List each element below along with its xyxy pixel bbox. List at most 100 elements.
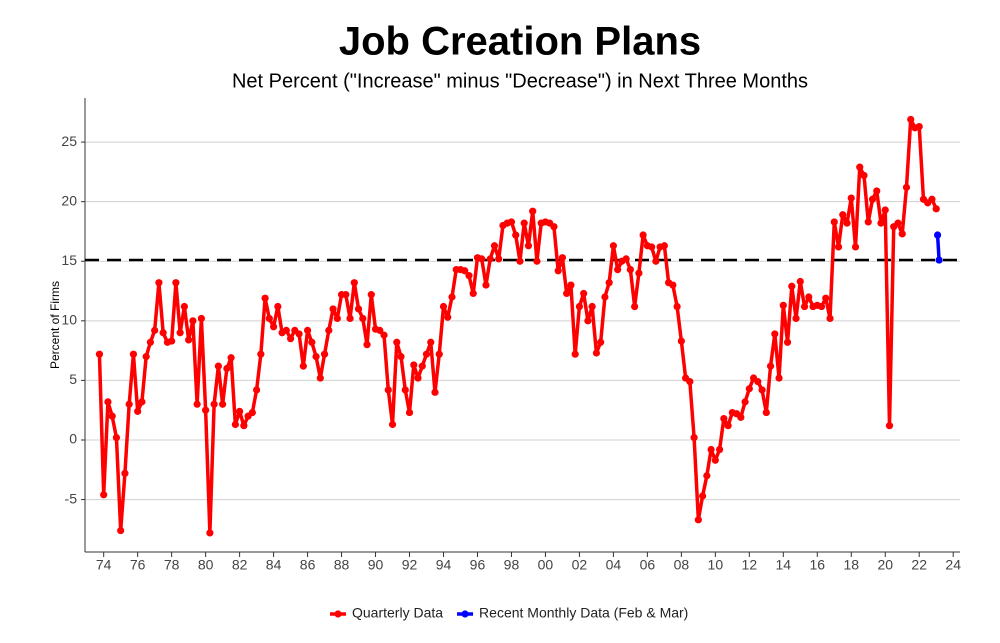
data-point	[907, 115, 915, 124]
data-point	[715, 445, 724, 454]
data-point	[401, 386, 409, 394]
data-point	[465, 271, 473, 280]
data-point	[550, 223, 558, 231]
data-point	[286, 335, 295, 343]
data-point	[935, 256, 943, 264]
x-tick-label: 84	[266, 557, 282, 573]
data-point	[227, 354, 235, 362]
data-point	[363, 341, 371, 349]
data-point	[584, 317, 592, 325]
data-point	[180, 302, 188, 311]
data-point	[461, 267, 469, 275]
data-point	[800, 302, 809, 311]
data-point	[554, 267, 562, 275]
data-point	[851, 243, 860, 251]
data-point	[745, 385, 753, 393]
legend: Quarterly Data Recent Monthly Data (Feb &…	[330, 605, 688, 621]
data-point	[571, 350, 579, 358]
data-point	[669, 281, 677, 289]
data-point	[758, 386, 766, 394]
data-point	[100, 491, 108, 499]
data-point	[125, 400, 133, 408]
data-point	[172, 279, 180, 287]
data-point	[698, 492, 707, 500]
data-point	[580, 289, 588, 298]
data-point	[690, 434, 698, 442]
data-point	[805, 293, 813, 301]
data-point	[342, 291, 350, 299]
x-tick-label: 78	[164, 557, 180, 573]
data-point	[856, 163, 864, 171]
data-point	[720, 414, 728, 423]
data-point	[677, 337, 685, 345]
data-point	[686, 378, 694, 386]
data-point	[495, 255, 503, 263]
y-tick-label: -5	[65, 490, 78, 506]
data-point	[877, 219, 885, 227]
data-point	[601, 293, 609, 301]
data-point	[202, 406, 210, 414]
x-tick-label: 10	[708, 557, 724, 573]
data-point	[737, 413, 745, 421]
data-point	[614, 265, 622, 274]
data-point	[597, 338, 605, 346]
data-point	[95, 350, 104, 358]
x-tick-label: 06	[640, 557, 656, 573]
data-point	[754, 378, 762, 386]
data-point	[422, 350, 431, 358]
data-point	[660, 242, 668, 250]
data-point	[176, 329, 184, 337]
data-point	[830, 218, 838, 226]
data-point	[834, 243, 843, 251]
data-point	[129, 350, 138, 358]
data-point	[885, 422, 894, 430]
data-point	[312, 352, 320, 361]
data-point	[796, 277, 804, 286]
data-point	[367, 291, 375, 299]
x-tick-label: 74	[96, 557, 112, 573]
data-point	[325, 326, 333, 334]
data-point	[257, 350, 265, 358]
data-point	[134, 407, 142, 415]
data-point	[864, 218, 872, 226]
data-point	[282, 326, 290, 334]
data-point	[592, 349, 601, 357]
data-point	[567, 281, 575, 289]
data-point	[384, 386, 392, 394]
data-point	[439, 302, 448, 311]
data-point	[388, 420, 397, 429]
data-point	[902, 183, 911, 191]
data-point	[771, 330, 779, 338]
y-tick-label: 20	[61, 192, 77, 208]
legend-swatch-dot	[461, 610, 469, 618]
x-tick-label: 96	[470, 557, 486, 573]
data-point	[622, 255, 630, 263]
x-tick-label: 94	[436, 557, 452, 573]
x-tick-label: 98	[504, 557, 520, 573]
data-point	[847, 194, 855, 202]
x-tick-label: 92	[402, 557, 418, 573]
data-point	[248, 408, 256, 417]
data-point	[609, 242, 617, 250]
data-point	[933, 231, 942, 239]
x-tick-label: 82	[232, 557, 248, 573]
data-point	[639, 231, 647, 239]
data-point	[142, 352, 150, 361]
data-point	[240, 422, 248, 430]
data-point	[159, 329, 167, 337]
data-point	[108, 412, 116, 420]
data-point	[448, 293, 456, 301]
data-point	[189, 317, 197, 325]
data-point	[117, 526, 125, 535]
data-point	[410, 361, 418, 369]
data-point	[138, 398, 146, 406]
x-tick-label: 22	[911, 557, 927, 573]
data-point	[236, 407, 244, 415]
data-point	[193, 400, 201, 408]
data-point	[380, 331, 388, 339]
data-point	[104, 398, 112, 406]
x-tick-label: 86	[300, 557, 316, 573]
data-point	[741, 398, 749, 406]
data-point	[295, 330, 303, 338]
data-point	[490, 242, 499, 250]
